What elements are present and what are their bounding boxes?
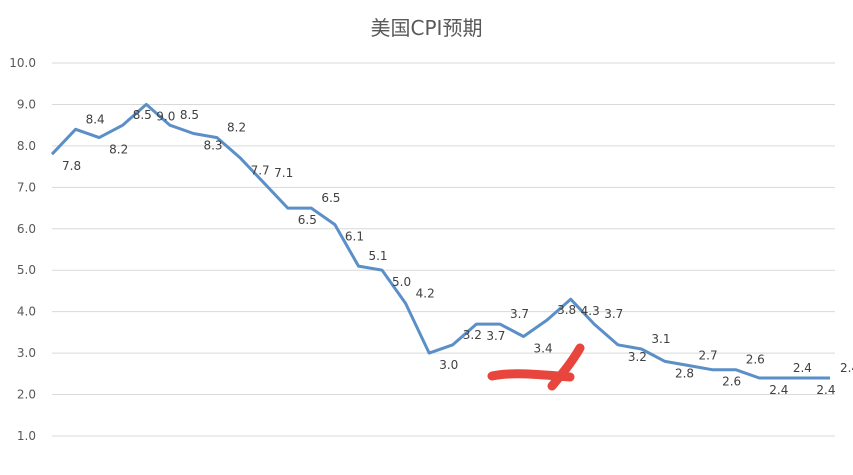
y-tick-label: 10.0 — [9, 56, 36, 70]
data-label: 2.4 — [793, 361, 812, 375]
data-label: 3.2 — [628, 350, 647, 364]
data-label: 9.0 — [156, 109, 175, 123]
data-label: 8.2 — [227, 121, 246, 135]
data-label: 8.5 — [180, 108, 199, 122]
data-label: 3.7 — [486, 329, 505, 343]
y-tick-label: 4.0 — [17, 305, 36, 319]
y-tick-label: 1.0 — [17, 429, 36, 443]
y-tick-label: 5.0 — [17, 263, 36, 277]
data-label: 5.1 — [368, 249, 387, 263]
data-label: 2.6 — [746, 353, 765, 367]
y-tick-label: 2.0 — [17, 388, 36, 402]
series-line — [50, 102, 830, 380]
data-label: 8.3 — [203, 138, 222, 152]
data-label: 3.2 — [463, 328, 482, 342]
chart-title: 美国CPI预期 — [370, 16, 483, 40]
data-label: 3.1 — [651, 332, 670, 346]
data-label: 7.7 — [251, 163, 270, 177]
data-label: 3.7 — [510, 307, 529, 321]
data-label: 2.4 — [816, 383, 835, 397]
data-label: 6.5 — [298, 213, 317, 227]
data-label: 7.8 — [62, 159, 81, 173]
data-label: 2.4 — [769, 383, 788, 397]
y-tick-label: 7.0 — [17, 180, 36, 194]
data-label: 5.0 — [392, 275, 411, 289]
y-tick-label: 3.0 — [17, 346, 36, 360]
data-label: 3.0 — [439, 358, 458, 372]
data-label: 8.4 — [86, 112, 105, 126]
y-tick-label: 6.0 — [17, 222, 36, 236]
y-tick-label: 9.0 — [17, 97, 36, 111]
data-label: 4.2 — [416, 286, 435, 300]
data-label: 8.5 — [133, 108, 152, 122]
data-label: 2.6 — [722, 375, 741, 389]
data-label: 2.8 — [675, 366, 694, 380]
data-label: 6.1 — [345, 230, 364, 244]
data-label: 3.4 — [534, 342, 553, 356]
data-label: 2.4 — [840, 361, 853, 375]
y-tick-label: 8.0 — [17, 139, 36, 153]
data-label: 3.7 — [604, 307, 623, 321]
data-label: 8.2 — [109, 143, 128, 157]
data-label: 7.1 — [274, 166, 293, 180]
data-label: 3.8 — [557, 303, 576, 317]
data-label: 4.3 — [581, 304, 600, 318]
data-label: 2.7 — [699, 349, 718, 363]
data-label: 6.5 — [321, 191, 340, 205]
red-check-annotation — [487, 343, 585, 391]
